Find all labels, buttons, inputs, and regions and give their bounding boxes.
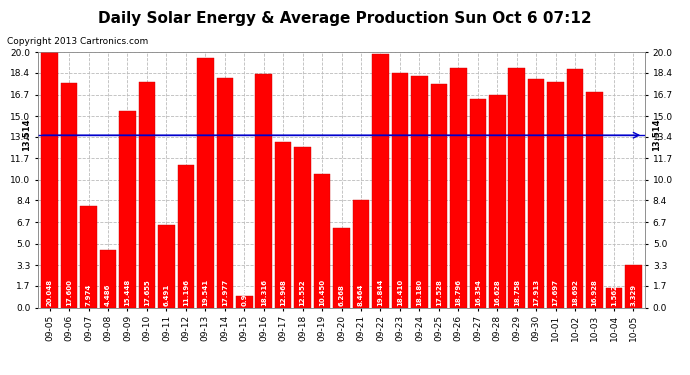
Text: 4.486: 4.486 bbox=[105, 284, 111, 306]
Bar bbox=[489, 96, 506, 308]
Text: 18.796: 18.796 bbox=[455, 279, 462, 306]
Bar bbox=[217, 78, 233, 308]
Text: 16.354: 16.354 bbox=[475, 279, 481, 306]
Text: 19.541: 19.541 bbox=[202, 279, 208, 306]
Text: 17.697: 17.697 bbox=[553, 279, 559, 306]
Text: Copyright 2013 Cartronics.com: Copyright 2013 Cartronics.com bbox=[7, 38, 148, 46]
Bar bbox=[353, 200, 369, 308]
Text: 10.450: 10.450 bbox=[319, 279, 325, 306]
Text: 19.844: 19.844 bbox=[377, 279, 384, 306]
Bar bbox=[566, 69, 583, 308]
Text: 18.758: 18.758 bbox=[513, 279, 520, 306]
Bar bbox=[450, 68, 466, 308]
Text: 16.628: 16.628 bbox=[494, 280, 500, 306]
Text: 8.464: 8.464 bbox=[358, 284, 364, 306]
Bar bbox=[411, 76, 428, 307]
Bar bbox=[158, 225, 175, 308]
Text: 12.968: 12.968 bbox=[280, 280, 286, 306]
Bar bbox=[586, 92, 603, 308]
Bar bbox=[625, 265, 642, 308]
Bar bbox=[509, 68, 525, 308]
Text: 6.268: 6.268 bbox=[339, 285, 344, 306]
Text: 17.913: 17.913 bbox=[533, 279, 539, 306]
Bar bbox=[100, 250, 117, 307]
Text: 13.514: 13.514 bbox=[22, 119, 31, 152]
Bar bbox=[177, 165, 194, 308]
Bar bbox=[80, 206, 97, 308]
Text: 17.977: 17.977 bbox=[221, 279, 228, 306]
Text: 20.048: 20.048 bbox=[47, 279, 52, 306]
Bar bbox=[139, 82, 155, 308]
Text: 18.180: 18.180 bbox=[416, 279, 422, 306]
Text: 15.448: 15.448 bbox=[124, 279, 130, 306]
Text: 17.655: 17.655 bbox=[144, 280, 150, 306]
Bar bbox=[236, 296, 253, 307]
Text: 18.692: 18.692 bbox=[572, 280, 578, 306]
Bar bbox=[528, 79, 544, 308]
Bar bbox=[41, 52, 58, 308]
Bar bbox=[392, 73, 408, 308]
Bar bbox=[547, 82, 564, 308]
Text: 7.974: 7.974 bbox=[86, 284, 92, 306]
Text: 17.600: 17.600 bbox=[66, 279, 72, 306]
Bar bbox=[275, 142, 291, 308]
Bar bbox=[119, 111, 136, 308]
Bar bbox=[606, 288, 622, 308]
Text: 6.491: 6.491 bbox=[164, 284, 170, 306]
Text: 18.410: 18.410 bbox=[397, 279, 403, 306]
Bar bbox=[372, 54, 388, 307]
Text: 18.316: 18.316 bbox=[261, 279, 267, 306]
Bar bbox=[61, 83, 77, 308]
Bar bbox=[431, 84, 447, 308]
Text: 16.928: 16.928 bbox=[591, 280, 598, 306]
Text: 12.552: 12.552 bbox=[299, 280, 306, 306]
Text: 17.528: 17.528 bbox=[436, 280, 442, 306]
Text: 0.906: 0.906 bbox=[241, 284, 247, 306]
Text: 3.329: 3.329 bbox=[631, 284, 636, 306]
Text: 1.562: 1.562 bbox=[611, 285, 617, 306]
Bar bbox=[255, 74, 272, 308]
Bar bbox=[314, 174, 331, 308]
Bar bbox=[469, 99, 486, 308]
Text: 13.514: 13.514 bbox=[652, 119, 661, 152]
Bar bbox=[197, 58, 214, 308]
Text: Daily Solar Energy & Average Production Sun Oct 6 07:12: Daily Solar Energy & Average Production … bbox=[98, 11, 592, 26]
Bar bbox=[333, 228, 350, 308]
Bar bbox=[295, 147, 311, 308]
Text: 11.196: 11.196 bbox=[183, 279, 189, 306]
